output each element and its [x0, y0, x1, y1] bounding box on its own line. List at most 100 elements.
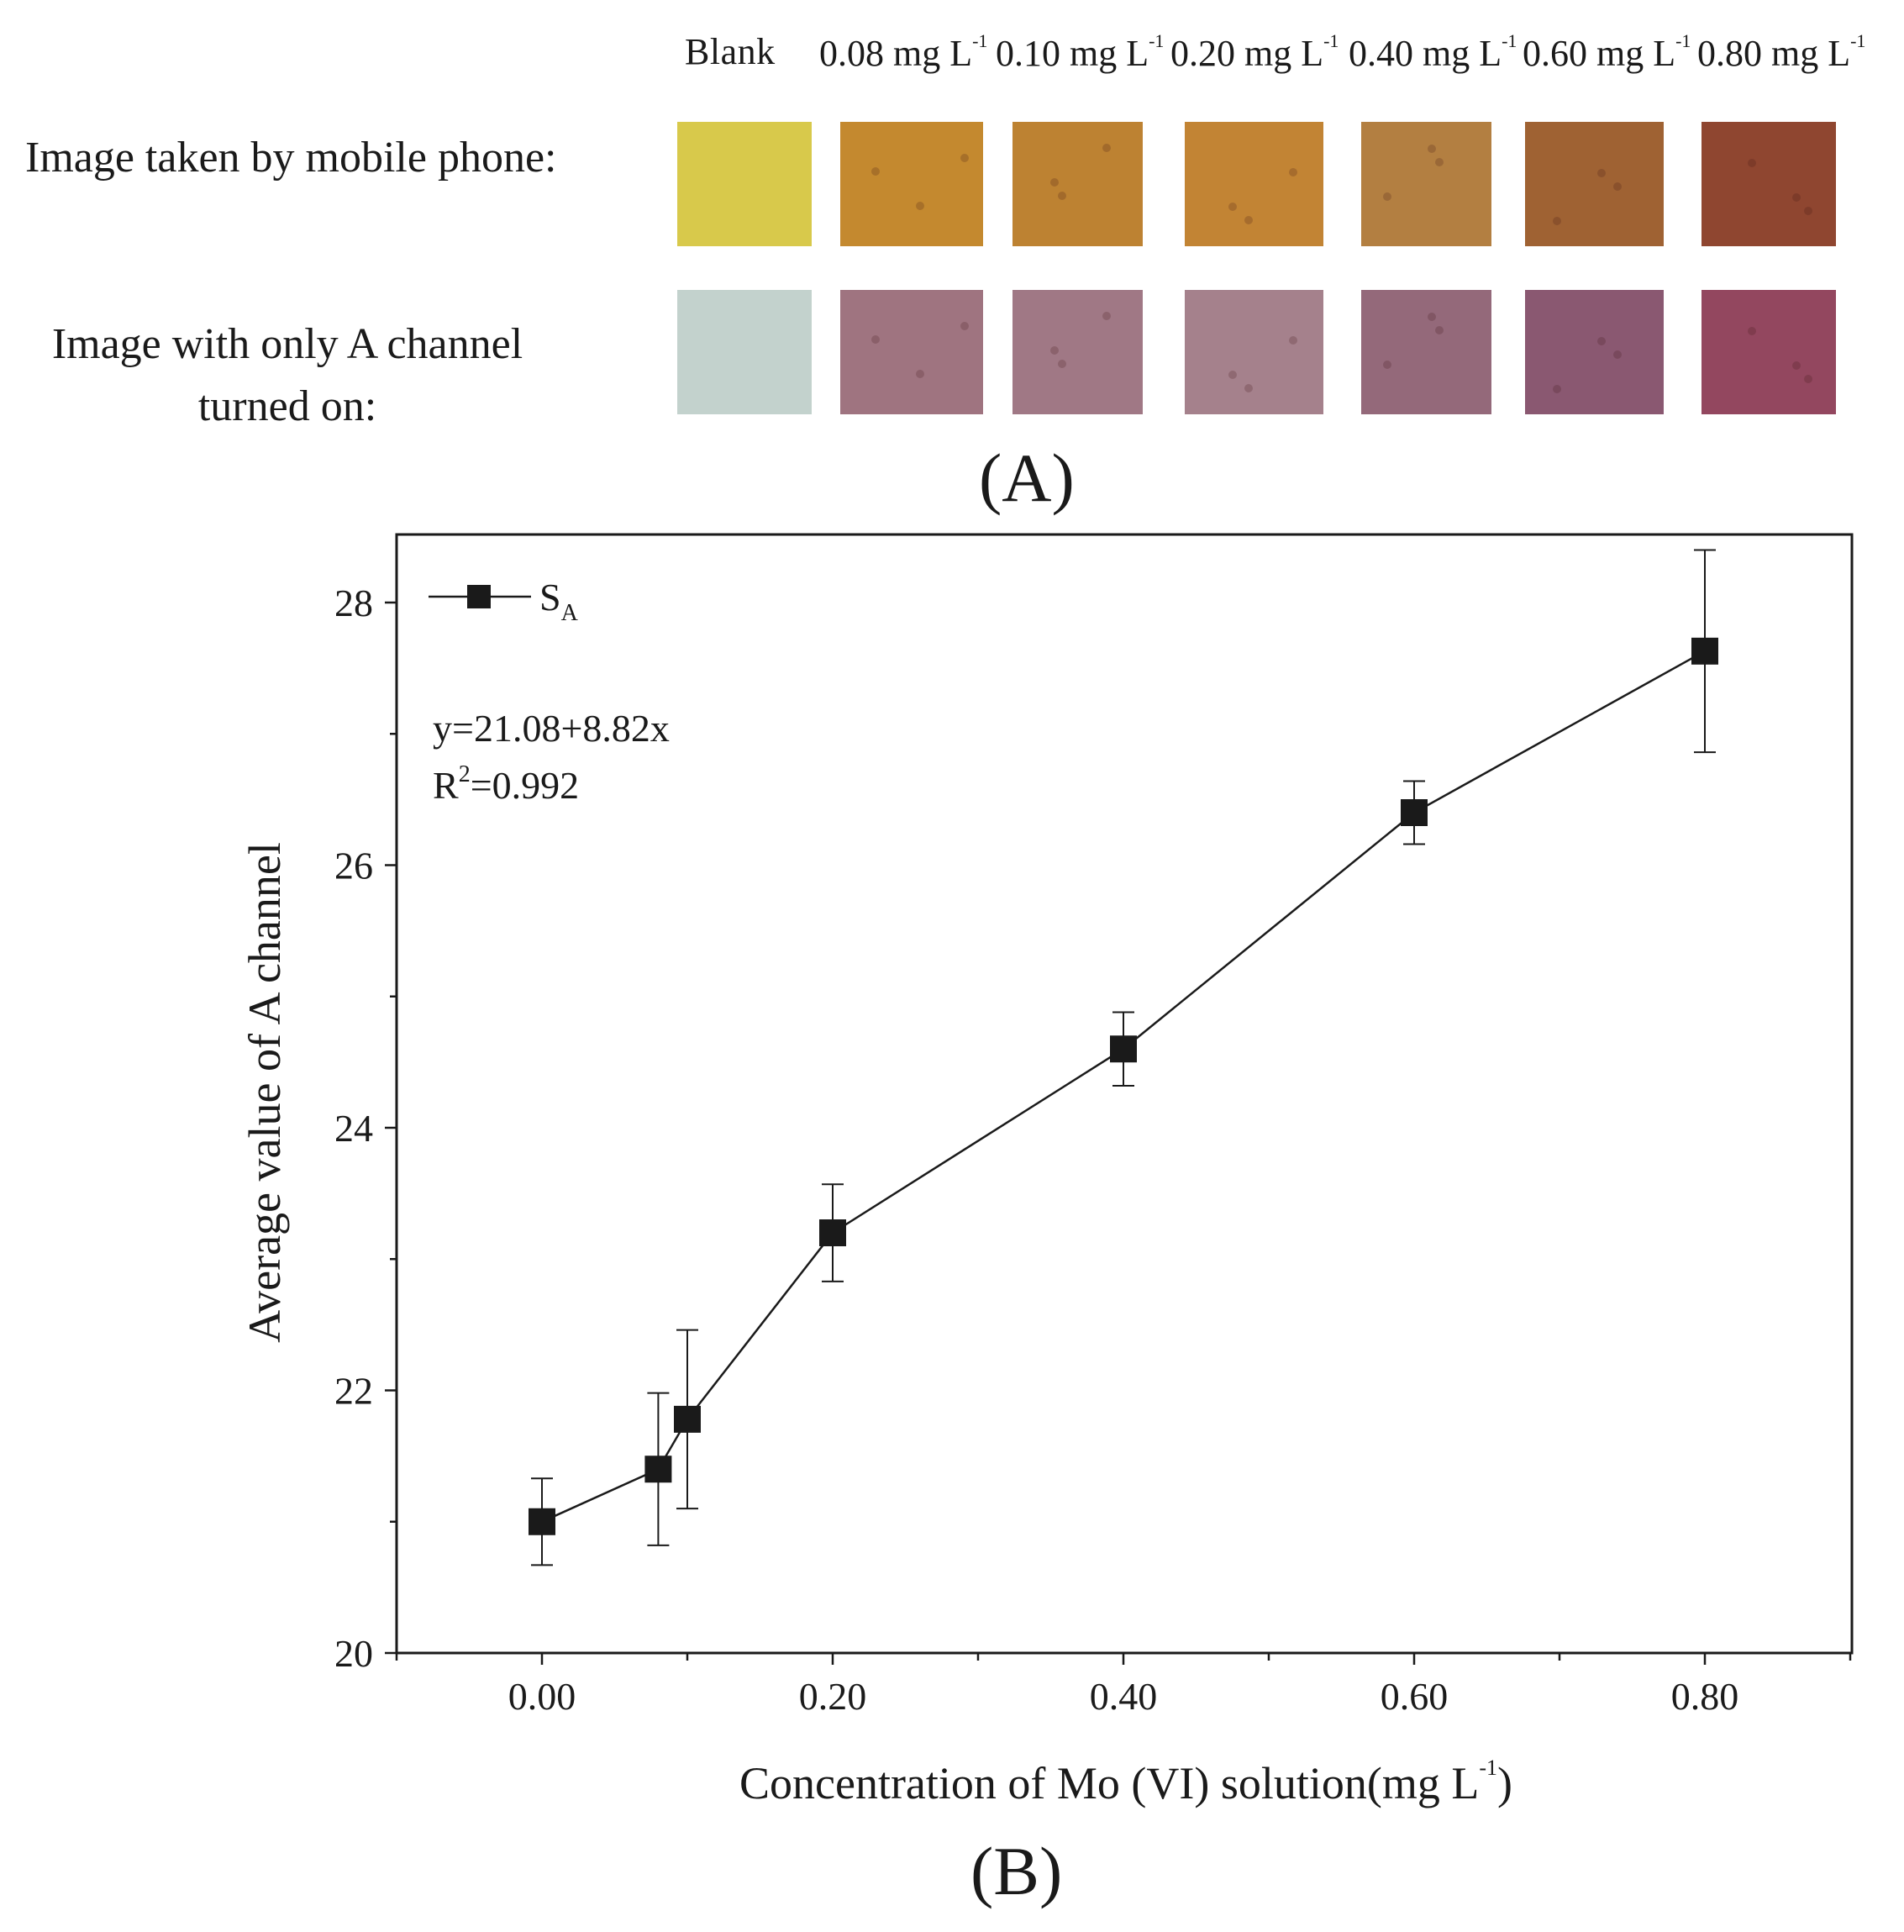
data-point: [1691, 637, 1718, 665]
y-tick-label: 22: [334, 1370, 373, 1413]
phone-swatch: [1525, 122, 1664, 246]
concentration-unit: mg L: [1070, 33, 1149, 74]
data-point: [529, 1508, 555, 1535]
concentration-value: 0.80: [1697, 33, 1762, 74]
y-tick-label: 24: [334, 1107, 373, 1150]
row-label-a-channel: Image with only A channel turned on:: [10, 313, 565, 438]
swatch-speckle: [871, 335, 880, 344]
data-point: [674, 1405, 701, 1433]
x-axis-title-end: ): [1497, 1758, 1512, 1808]
a-channel-swatch: [1702, 290, 1836, 414]
concentration-unit-exponent: -1: [1323, 30, 1339, 51]
x-tick-label: 0.60: [1381, 1675, 1449, 1718]
y-axis-title: Average value of A channel: [239, 842, 290, 1343]
phone-swatch: [1361, 122, 1491, 246]
swatch-speckle: [1553, 217, 1561, 225]
swatch-speckle: [916, 370, 924, 378]
swatch-speckle: [1792, 193, 1801, 202]
swatch-speckle: [1597, 337, 1606, 345]
concentration-unit-exponent: -1: [1149, 30, 1165, 51]
x-tick-label: 0.00: [508, 1675, 576, 1718]
swatch-speckle: [1244, 216, 1253, 224]
concentration-label: Blank: [685, 30, 776, 73]
swatch-speckle: [1792, 361, 1801, 370]
a-channel-swatch: [1361, 290, 1491, 414]
swatch-speckle: [1748, 327, 1756, 335]
swatch-speckle: [1228, 371, 1237, 379]
swatch-speckle: [1244, 384, 1253, 392]
swatch-speckle: [1228, 203, 1237, 211]
x-tick-label: 0.20: [799, 1675, 867, 1718]
concentration-label: 0.20 mg L-1: [1170, 30, 1339, 75]
x-axis-title-main: Concentration of Mo (VI) solution(mg L: [739, 1758, 1479, 1808]
y-tick-label: 28: [334, 582, 373, 624]
row-label-a-channel-line2: turned on:: [197, 382, 377, 430]
concentration-value: 0.60: [1523, 33, 1587, 74]
swatch-speckle: [1050, 178, 1059, 187]
swatch-speckle: [1613, 182, 1622, 191]
swatch-speckle: [1613, 350, 1622, 359]
panel-label-b: (B): [970, 1833, 1063, 1909]
swatch-speckle: [916, 202, 924, 210]
concentration-label: 0.10 mg L-1: [996, 30, 1164, 75]
concentration-unit: mg L: [893, 33, 973, 74]
phone-swatch: [677, 122, 812, 246]
phone-swatch: [1185, 122, 1323, 246]
swatch-speckle: [1597, 169, 1606, 177]
concentration-value: 0.40: [1349, 33, 1413, 74]
axes: 20 22 24 26 28 0.00 0.20 0.40 0.60 0.80: [334, 533, 1854, 1718]
a-channel-swatch: [1185, 290, 1323, 414]
swatch-speckle: [1383, 192, 1391, 201]
concentration-unit: mg L: [1244, 33, 1324, 74]
legend-label-main: S: [539, 576, 561, 619]
swatch-speckle: [1428, 145, 1436, 153]
concentration-unit-exponent: -1: [1502, 30, 1517, 51]
swatch-speckle: [1435, 326, 1444, 334]
legend-label: SA: [539, 576, 579, 626]
r-squared-prefix: R: [433, 764, 459, 807]
legend: SA: [429, 576, 579, 626]
a-channel-swatch: [840, 290, 983, 414]
r-squared-value: =0.992: [471, 764, 579, 807]
phone-swatch: [840, 122, 983, 246]
data-point: [644, 1456, 672, 1483]
swatch-speckle: [871, 167, 880, 176]
swatch-speckle: [1058, 192, 1066, 200]
x-tick-label: 0.40: [1090, 1675, 1158, 1718]
concentration-label: 0.60 mg L-1: [1523, 30, 1691, 75]
swatch-speckle: [1428, 313, 1436, 321]
data-point: [1401, 799, 1428, 826]
row-label-mobile-phone: Image taken by mobile phone:: [25, 134, 557, 182]
swatch-speckle: [1553, 385, 1561, 393]
data-point: [819, 1219, 846, 1246]
a-channel-swatch: [1012, 290, 1143, 414]
phone-swatch: [1702, 122, 1836, 246]
r-squared-sup: 2: [459, 761, 471, 787]
y-axis-title-group: Average value of A channel: [239, 842, 290, 1343]
swatch-speckle: [1289, 336, 1297, 345]
y-tick-label: 20: [334, 1632, 373, 1675]
swatch-speckle: [960, 154, 969, 162]
concentration-label: 0.40 mg L-1: [1349, 30, 1517, 75]
legend-label-sub: A: [561, 600, 579, 626]
concentration-unit: mg L: [1423, 33, 1502, 74]
concentration-unit-exponent: -1: [1675, 30, 1691, 51]
concentration-unit-exponent: -1: [972, 30, 988, 51]
concentration-value: 0.08: [819, 33, 884, 74]
swatch-speckle: [1435, 158, 1444, 166]
series-sa: [529, 549, 1718, 1566]
x-axis-title: Concentration of Mo (VI) solution(mg L-1…: [739, 1756, 1512, 1808]
concentration-label: 0.08 mg L-1: [819, 30, 987, 75]
swatch-speckle: [1102, 312, 1111, 320]
phone-swatch: [1012, 122, 1143, 246]
swatch-speckle: [1748, 159, 1756, 167]
concentration-value: Blank: [685, 31, 776, 72]
row-label-a-channel-line1: Image with only A channel: [51, 320, 523, 368]
r-squared: R2=0.992: [433, 761, 579, 807]
concentration-unit-exponent: -1: [1850, 30, 1866, 51]
a-channel-swatch: [677, 290, 812, 414]
swatch-speckle: [1804, 375, 1812, 383]
concentration-label: 0.80 mg L-1: [1697, 30, 1865, 75]
concentration-value: 0.20: [1170, 33, 1235, 74]
